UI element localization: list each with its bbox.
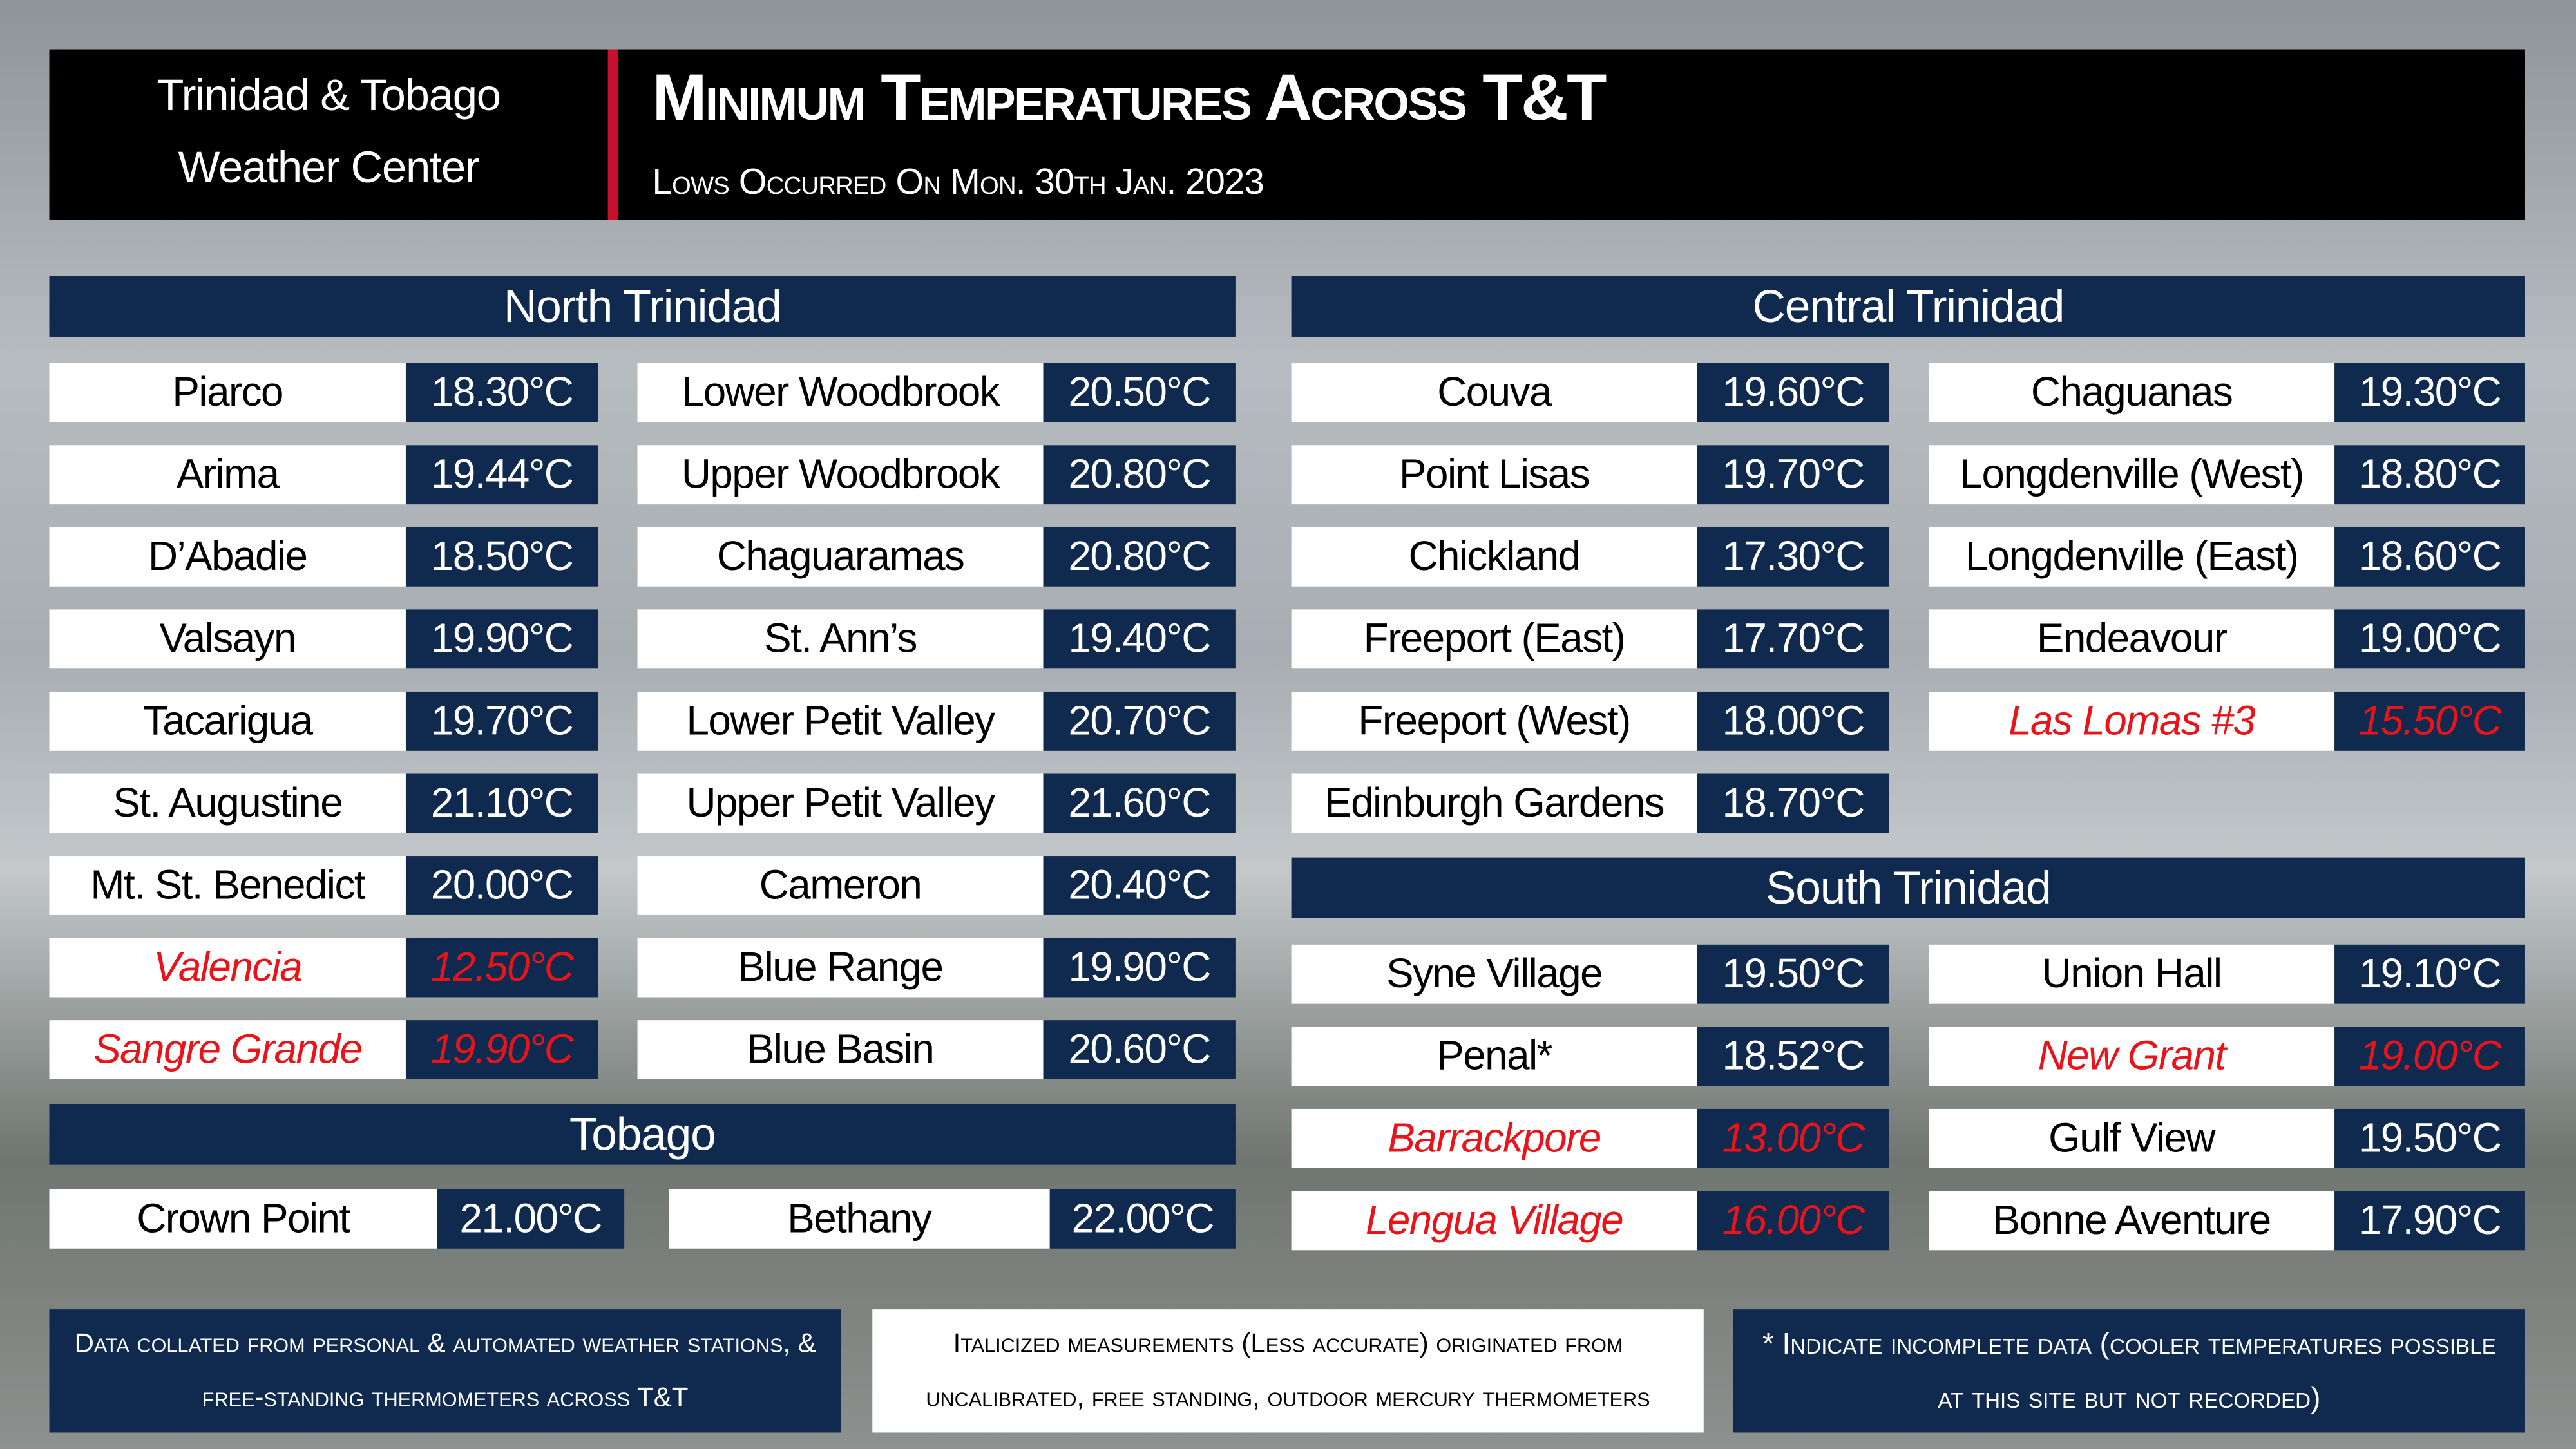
temperature: 19.40°C: [1043, 609, 1236, 669]
station-name: Tacarigua: [49, 691, 406, 751]
temperature: 21.00°C: [437, 1189, 625, 1249]
station-name: Lengua Village: [1291, 1191, 1697, 1251]
temperature: 19.90°C: [405, 1020, 598, 1080]
station-name: Chaguaramas: [637, 527, 1044, 587]
station-name: Sangre Grande: [49, 1020, 406, 1080]
org-line: Trinidad & Tobago: [157, 70, 501, 120]
station-name: Couva: [1291, 363, 1697, 422]
station-name: Crown Point: [49, 1189, 437, 1249]
temperature: 16.00°C: [1697, 1191, 1889, 1251]
station-name: Barrackpore: [1291, 1108, 1697, 1168]
station-name: New Grant: [1929, 1027, 2335, 1086]
station-name: Freeport (East): [1291, 609, 1697, 669]
section-header: South Trinidad: [1291, 857, 2525, 919]
station-name: Cameron: [637, 856, 1044, 915]
temperature: 19.50°C: [2334, 1108, 2525, 1168]
temperature: 17.90°C: [2334, 1191, 2525, 1251]
section-header: Central Trinidad: [1291, 276, 2525, 337]
station-name: Piarco: [49, 363, 406, 422]
station-name: Chickland: [1291, 527, 1697, 587]
station-name: Upper Woodbrook: [637, 445, 1044, 505]
temperature: 19.30°C: [2334, 363, 2525, 422]
station-name: Mt. St. Benedict: [49, 856, 406, 915]
station-name: Bethany: [669, 1189, 1050, 1249]
station-name: Point Lisas: [1291, 445, 1697, 505]
temperature: 17.70°C: [1697, 609, 1889, 669]
temperature: 20.80°C: [1043, 527, 1236, 587]
temperature: 19.00°C: [2334, 1027, 2525, 1086]
station-name: Endeavour: [1929, 609, 2335, 669]
temperature: 19.50°C: [1697, 944, 1889, 1004]
temperature: 18.80°C: [2334, 445, 2525, 505]
station-name: Valencia: [49, 938, 406, 998]
temperature: 21.10°C: [405, 773, 598, 833]
station-name: Edinburgh Gardens: [1291, 773, 1697, 833]
temperature: 18.00°C: [1697, 691, 1889, 751]
station-name: Longdenville (East): [1929, 527, 2335, 587]
temperature: 20.80°C: [1043, 445, 1236, 505]
temperature: 19.90°C: [405, 609, 598, 669]
footnote: Italicized measurements (Less accurate) …: [872, 1309, 1704, 1433]
temperature: 12.50°C: [405, 938, 598, 998]
temperature: 19.44°C: [405, 445, 598, 505]
temperature: 13.00°C: [1697, 1108, 1889, 1168]
org-line: Weather Center: [178, 142, 480, 193]
station-name: Union Hall: [1929, 944, 2335, 1004]
station-name: D’Abadie: [49, 527, 406, 587]
temperature: 21.60°C: [1043, 773, 1236, 833]
section-header: Tobago: [49, 1104, 1236, 1165]
station-name: Chaguanas: [1929, 363, 2335, 422]
temperature: 19.60°C: [1697, 363, 1889, 422]
temperature: 20.40°C: [1043, 856, 1236, 915]
temperature: 20.50°C: [1043, 363, 1236, 422]
temperature: 18.52°C: [1697, 1027, 1889, 1086]
station-name: St. Ann’s: [637, 609, 1044, 669]
station-name: Longdenville (West): [1929, 445, 2335, 505]
footnote: * Indicate incomplete data (cooler tempe…: [1733, 1309, 2525, 1433]
station-name: Blue Range: [637, 938, 1044, 998]
station-name: Arima: [49, 445, 406, 505]
temperature: 19.90°C: [1043, 938, 1236, 998]
divider: [607, 49, 618, 220]
temperature: 20.00°C: [405, 856, 598, 915]
station-name: Blue Basin: [637, 1020, 1044, 1080]
temperature: 19.10°C: [2334, 944, 2525, 1004]
temperature: 19.70°C: [405, 691, 598, 751]
station-name: Las Lomas #3: [1929, 691, 2335, 751]
footnote: Data collated from personal & automated …: [49, 1309, 841, 1433]
station-name: Valsayn: [49, 609, 406, 669]
temperature: 22.00°C: [1049, 1189, 1236, 1249]
temperature: 18.70°C: [1697, 773, 1889, 833]
temperature: 20.60°C: [1043, 1020, 1236, 1080]
temperature: 19.00°C: [2334, 609, 2525, 669]
station-name: Syne Village: [1291, 944, 1697, 1004]
org-name: Trinidad & Tobago Weather Center: [50, 59, 608, 204]
temperature: 18.60°C: [2334, 527, 2525, 587]
station-name: Lower Woodbrook: [637, 363, 1044, 422]
temperature: 19.70°C: [1697, 445, 1889, 505]
station-name: Penal*: [1291, 1027, 1697, 1086]
temperature: 18.30°C: [405, 363, 598, 422]
temperature: 20.70°C: [1043, 691, 1236, 751]
subtitle: Lows Occurred On Mon. 30th Jan. 2023: [652, 160, 1264, 202]
station-name: Bonne Aventure: [1929, 1191, 2335, 1251]
temperature: 17.30°C: [1697, 527, 1889, 587]
station-name: St. Augustine: [49, 773, 406, 833]
temperature: 18.50°C: [405, 527, 598, 587]
station-name: Lower Petit Valley: [637, 691, 1044, 751]
temperature: 15.50°C: [2334, 691, 2525, 751]
station-name: Freeport (West): [1291, 691, 1697, 751]
section-header: North Trinidad: [49, 276, 1236, 337]
header-bar: [49, 49, 2525, 220]
station-name: Gulf View: [1929, 1108, 2335, 1168]
title: Minimum Temperatures Across T&T: [652, 62, 1607, 135]
station-name: Upper Petit Valley: [637, 773, 1044, 833]
